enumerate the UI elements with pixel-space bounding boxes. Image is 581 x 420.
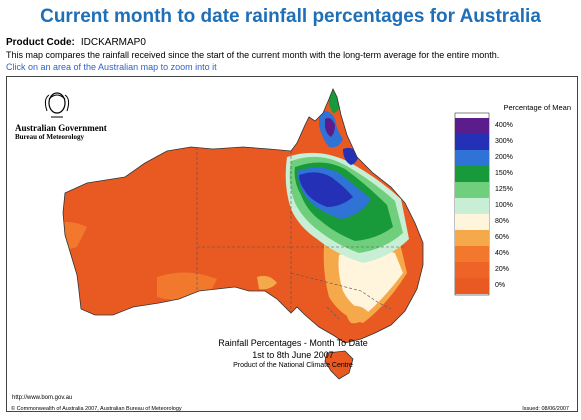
legend-swatch	[455, 214, 489, 230]
product-code-value: IDCKARMAP0	[80, 37, 146, 48]
legend-title: Percentage of Mean	[503, 103, 571, 112]
rainfall-map[interactable]: Australian Government Bureau of Meteorol…	[6, 76, 578, 412]
legend-label: 40%	[495, 250, 510, 257]
tasmania	[324, 350, 354, 380]
legend-swatch	[455, 262, 489, 278]
bureau-label: Bureau of Meteorology	[15, 133, 84, 141]
bom-url: http://www.bom.gov.au	[12, 395, 73, 401]
zoom-link[interactable]: Click on an area of the Australian map t…	[6, 62, 217, 72]
legend-item: 300%	[455, 134, 571, 150]
legend-item: 40%	[455, 246, 571, 262]
legend-swatch	[455, 134, 489, 150]
legend-swatch	[455, 246, 489, 262]
description: This map compares the rainfall received …	[6, 50, 500, 60]
map-caption: Rainfall Percentages - Month To Date 1st…	[7, 337, 577, 371]
copyright: © Commonwealth of Australia 2007, Austra…	[11, 406, 182, 412]
legend-swatch	[455, 198, 489, 214]
australia-coastline	[62, 88, 424, 344]
product-code-label: Product Code:	[6, 37, 75, 48]
page-title: Current month to date rainfall percentag…	[40, 6, 541, 27]
legend-item: 60%	[455, 230, 571, 246]
legend-swatch	[455, 182, 489, 198]
legend-item: 0%	[455, 278, 571, 294]
legend-swatch	[455, 150, 489, 166]
legend-item: 100%	[455, 198, 571, 214]
legend-label: 20%	[495, 266, 510, 273]
state-borders	[196, 147, 405, 320]
legend-label: 400%	[495, 122, 513, 129]
legend-label: 300%	[495, 138, 513, 145]
legend-label: 100%	[495, 202, 513, 209]
legend-item: 150%	[455, 166, 571, 182]
legend-label: 0%	[495, 282, 506, 289]
caption-date-range: 1st to 8th June 2007	[252, 350, 334, 360]
legend-label: 200%	[495, 154, 513, 161]
legend-swatch	[455, 278, 489, 294]
legend-swatch	[455, 166, 489, 182]
legend-label: 125%	[495, 186, 513, 193]
legend-item: 20%	[455, 262, 571, 278]
australia-map-svg[interactable]	[7, 77, 578, 412]
caption-producer: Product of the National Climate Centre	[233, 362, 353, 369]
product-code: Product Code: IDCKARMAP0	[6, 37, 146, 48]
australian-government-label: Australian Government	[15, 123, 107, 133]
legend-swatch	[455, 230, 489, 246]
legend-label: 150%	[495, 170, 513, 177]
legend-item: 400%	[455, 118, 571, 134]
legend-item: 200%	[455, 150, 571, 166]
legend-item: 125%	[455, 182, 571, 198]
legend-item: 80%	[455, 214, 571, 230]
caption-title: Rainfall Percentages - Month To Date	[218, 338, 368, 348]
issued-date: Issued: 08/06/2007	[522, 406, 569, 412]
legend-swatch	[455, 118, 489, 134]
legend: Percentage of Mean 400% 300% 200% 150% 125% 1…	[455, 103, 571, 294]
legend-items: 400% 300% 200% 150% 125% 100% 80% 60% 40% 20% 0%	[455, 118, 571, 294]
legend-label: 80%	[495, 218, 510, 225]
legend-label: 60%	[495, 234, 510, 241]
coat-of-arms-icon	[44, 92, 70, 118]
government-branding: Australian Government Bureau of Meteorol…	[15, 121, 125, 141]
